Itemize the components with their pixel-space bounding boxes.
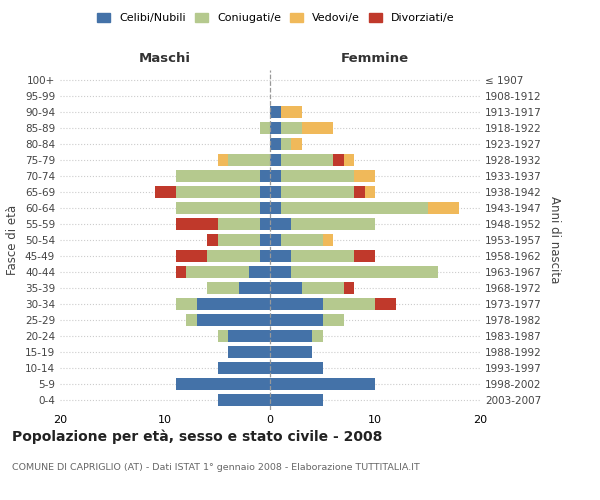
Bar	[260, 170, 270, 182]
Bar	[218, 394, 270, 406]
Bar	[270, 170, 281, 182]
Bar	[281, 154, 333, 166]
Bar	[176, 186, 260, 198]
Bar	[260, 234, 270, 246]
Bar	[270, 234, 281, 246]
Bar	[354, 186, 375, 198]
Bar	[302, 282, 343, 294]
Bar	[291, 218, 375, 230]
Bar	[260, 250, 270, 262]
Bar	[186, 314, 197, 326]
Bar	[218, 362, 270, 374]
Bar	[176, 298, 197, 310]
Bar	[354, 170, 375, 182]
Bar	[270, 154, 281, 166]
Bar	[281, 234, 323, 246]
Bar	[354, 250, 375, 262]
Bar	[270, 394, 323, 406]
Bar	[207, 250, 260, 262]
Text: Maschi: Maschi	[139, 52, 191, 65]
Bar	[270, 298, 323, 310]
Bar	[427, 202, 459, 214]
Bar	[323, 314, 343, 326]
Bar	[218, 330, 228, 342]
Bar	[176, 266, 186, 278]
Bar	[207, 282, 239, 294]
Bar	[228, 346, 270, 358]
Bar	[260, 202, 270, 214]
Bar	[239, 282, 270, 294]
Bar	[186, 266, 249, 278]
Bar	[176, 378, 270, 390]
Bar	[270, 346, 312, 358]
Bar	[281, 122, 302, 134]
Bar	[270, 314, 323, 326]
Bar	[270, 138, 281, 150]
Bar	[354, 186, 365, 198]
Bar	[270, 282, 302, 294]
Y-axis label: Fasce di età: Fasce di età	[7, 205, 19, 275]
Bar	[260, 218, 270, 230]
Bar	[218, 154, 228, 166]
Bar	[375, 298, 396, 310]
Bar	[270, 202, 281, 214]
Bar	[270, 250, 291, 262]
Bar	[270, 218, 291, 230]
Bar	[197, 298, 270, 310]
Bar	[176, 250, 207, 262]
Bar	[281, 202, 427, 214]
Bar	[176, 170, 260, 182]
Bar	[281, 138, 291, 150]
Bar	[312, 330, 323, 342]
Bar	[281, 106, 302, 118]
Bar	[228, 330, 270, 342]
Bar	[270, 330, 312, 342]
Bar	[218, 218, 260, 230]
Bar	[302, 122, 333, 134]
Bar	[155, 186, 176, 198]
Bar	[291, 250, 354, 262]
Bar	[176, 202, 260, 214]
Bar	[291, 138, 302, 150]
Bar	[281, 170, 354, 182]
Bar	[218, 234, 260, 246]
Bar	[343, 282, 354, 294]
Bar	[270, 378, 375, 390]
Bar	[333, 154, 354, 166]
Bar	[176, 218, 218, 230]
Legend: Celibi/Nubili, Coniugati/e, Vedovi/e, Divorziati/e: Celibi/Nubili, Coniugati/e, Vedovi/e, Di…	[93, 8, 459, 28]
Bar	[197, 314, 270, 326]
Bar	[281, 186, 354, 198]
Bar	[333, 154, 343, 166]
Bar	[260, 122, 270, 134]
Text: COMUNE DI CAPRIGLIO (AT) - Dati ISTAT 1° gennaio 2008 - Elaborazione TUTTITALIA.: COMUNE DI CAPRIGLIO (AT) - Dati ISTAT 1°…	[12, 462, 420, 471]
Bar	[270, 266, 291, 278]
Bar	[270, 186, 281, 198]
Text: Popolazione per età, sesso e stato civile - 2008: Popolazione per età, sesso e stato civil…	[12, 430, 382, 444]
Text: Femmine: Femmine	[341, 52, 409, 65]
Bar	[270, 106, 281, 118]
Y-axis label: Anni di nascita: Anni di nascita	[548, 196, 561, 284]
Bar	[207, 234, 218, 246]
Bar	[323, 298, 375, 310]
Bar	[270, 362, 323, 374]
Bar	[260, 186, 270, 198]
Bar	[249, 266, 270, 278]
Bar	[323, 234, 333, 246]
Bar	[228, 154, 270, 166]
Bar	[270, 122, 281, 134]
Bar	[291, 266, 438, 278]
